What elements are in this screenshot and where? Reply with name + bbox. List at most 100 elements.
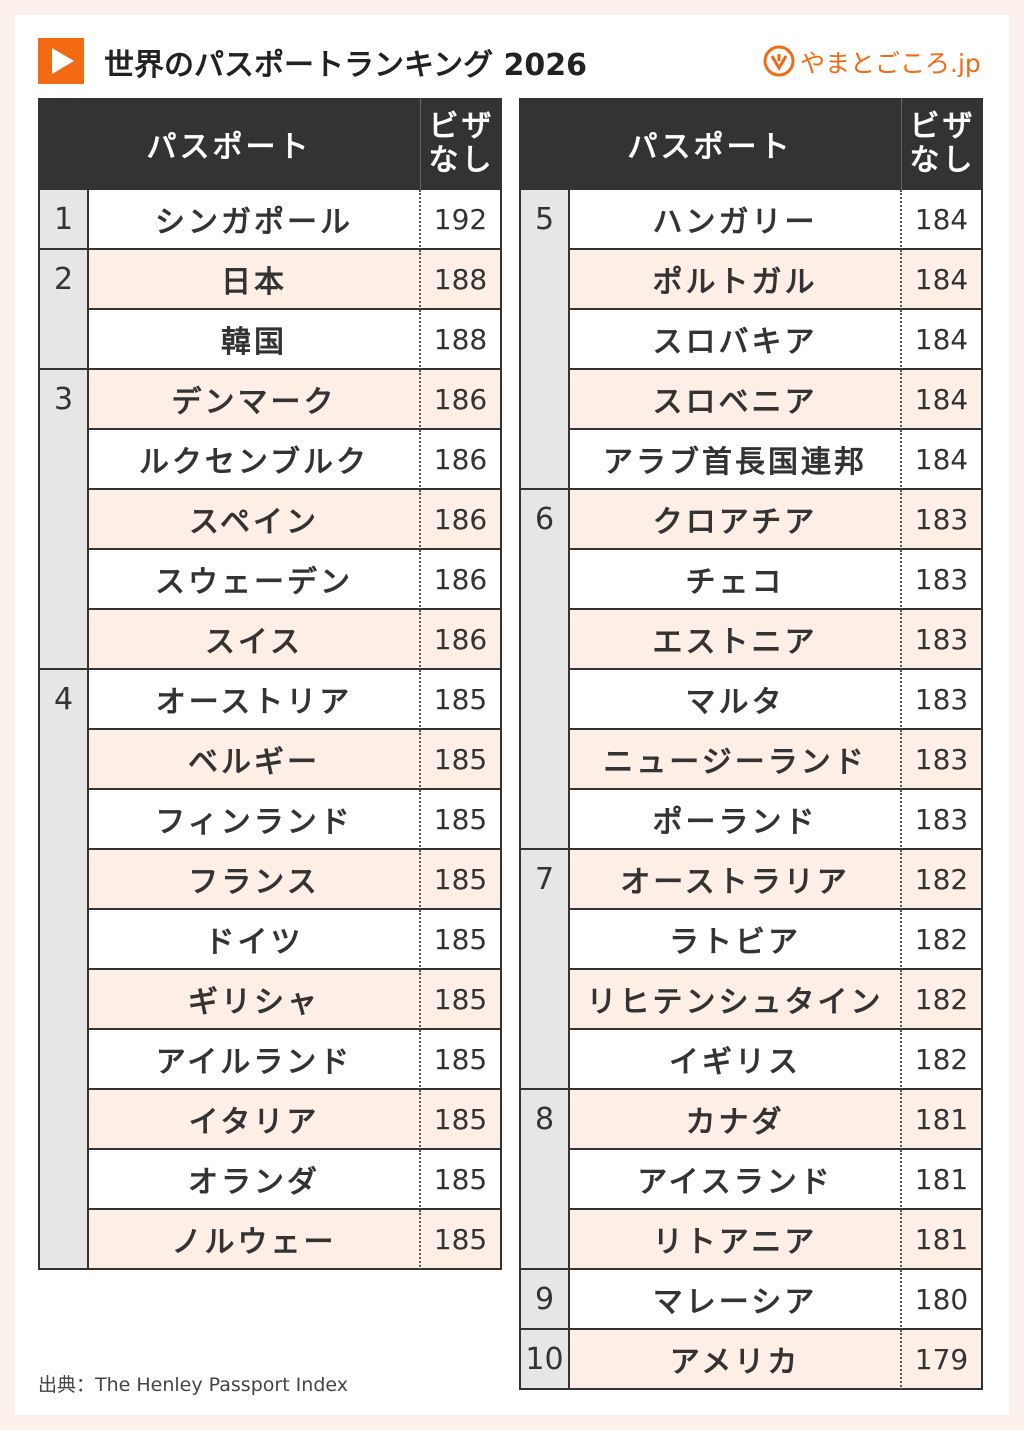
visa-free-count: 183 (902, 550, 983, 610)
country-name: マルタ (570, 670, 902, 730)
country-name: ドイツ (89, 910, 421, 970)
visa-free-count: 182 (902, 1030, 983, 1090)
logo-text: やまとごころ.jp (800, 49, 981, 78)
country-name: イタリア (89, 1090, 421, 1150)
header-visa-line: ビザ (428, 109, 495, 144)
country-name: ポーランド (570, 790, 902, 850)
rank: 6 (519, 490, 570, 850)
country-name: フランス (89, 850, 421, 910)
visa-free-count: 185 (421, 1030, 502, 1090)
country-name: エストニア (570, 610, 902, 670)
country-name: ハンガリー (570, 190, 902, 250)
visa-free-count: 185 (421, 910, 502, 970)
visa-free-count: 184 (902, 250, 983, 310)
visa-free-count: 186 (421, 550, 502, 610)
country-name: スロベニア (570, 370, 902, 430)
country-name: マレーシア (570, 1270, 902, 1330)
country-name: ルクセンブルク (89, 430, 421, 490)
visa-free-count: 182 (902, 850, 983, 910)
header-visa-line: なし (909, 143, 976, 178)
play-icon (52, 48, 74, 74)
visa-free-count: 185 (421, 1150, 502, 1210)
visa-free-count: 183 (902, 730, 983, 790)
visa-free-count: 185 (421, 970, 502, 1030)
visa-free-count: 181 (902, 1090, 983, 1150)
visa-free-count: 184 (902, 430, 983, 490)
rank: 2 (38, 250, 89, 370)
visa-free-count: 184 (902, 310, 983, 370)
country-name: スロバキア (570, 310, 902, 370)
visa-free-count: 182 (902, 910, 983, 970)
visa-free-count: 183 (902, 490, 983, 550)
country-name: ベルギー (89, 730, 421, 790)
header-visa-line: ビザ (909, 109, 976, 144)
country-name: フィンランド (89, 790, 421, 850)
visa-free-count: 183 (902, 610, 983, 670)
header-visa-line: なし (428, 143, 495, 178)
header-visa: ビザ なし (421, 98, 502, 190)
visa-free-count: 184 (902, 370, 983, 430)
country-name: アイルランド (89, 1030, 421, 1090)
country-name: 韓国 (89, 310, 421, 370)
visa-free-count: 184 (902, 190, 983, 250)
country-name: クロアチア (570, 490, 902, 550)
title-icon (38, 38, 84, 84)
rank: 3 (38, 370, 89, 670)
visa-free-count: 186 (421, 490, 502, 550)
rank: 1 (38, 190, 89, 250)
country-name: アイスランド (570, 1150, 902, 1210)
visa-free-count: 185 (421, 1090, 502, 1150)
visa-free-count: 185 (421, 850, 502, 910)
country-name: ポルトガル (570, 250, 902, 310)
visa-free-count: 182 (902, 970, 983, 1030)
header-passport: パスポート (38, 98, 421, 190)
country-name: スペイン (89, 490, 421, 550)
country-name: オーストリア (89, 670, 421, 730)
country-name: スイス (89, 610, 421, 670)
visa-free-count: 181 (902, 1150, 983, 1210)
visa-free-count: 183 (902, 790, 983, 850)
rank: 4 (38, 670, 89, 1270)
visa-free-count: 185 (421, 790, 502, 850)
country-name: イギリス (570, 1030, 902, 1090)
country-name: オーストラリア (570, 850, 902, 910)
country-name: アメリカ (570, 1330, 902, 1390)
country-name: チェコ (570, 550, 902, 610)
country-name: リヒテンシュタイン (570, 970, 902, 1030)
header-passport: パスポート (519, 98, 902, 190)
visa-free-count: 180 (902, 1270, 983, 1330)
country-name: アラブ首長国連邦 (570, 430, 902, 490)
country-name: ラトビア (570, 910, 902, 970)
country-name: スウェーデン (89, 550, 421, 610)
country-name: ギリシャ (89, 970, 421, 1030)
country-name: 日本 (89, 250, 421, 310)
header-visa: ビザ なし (902, 98, 983, 190)
visa-free-count: 179 (902, 1330, 983, 1390)
source: 出典：The Henley Passport Index (38, 1374, 348, 1396)
visa-free-count: 186 (421, 370, 502, 430)
visa-free-count: 188 (421, 250, 502, 310)
visa-free-count: 185 (421, 730, 502, 790)
country-name: ノルウェー (89, 1210, 421, 1270)
rank: 10 (519, 1330, 570, 1390)
country-name: オランダ (89, 1150, 421, 1210)
rank: 5 (519, 190, 570, 490)
rank: 9 (519, 1270, 570, 1330)
visa-free-count: 186 (421, 610, 502, 670)
visa-free-count: 185 (421, 670, 502, 730)
visa-free-count: 185 (421, 1210, 502, 1270)
visa-free-count: 186 (421, 430, 502, 490)
country-name: デンマーク (89, 370, 421, 430)
title: 世界のパスポートランキング 2026 (104, 48, 588, 83)
rank: 7 (519, 850, 570, 1090)
country-name: シンガポール (89, 190, 421, 250)
visa-free-count: 183 (902, 670, 983, 730)
country-name: リトアニア (570, 1210, 902, 1270)
rank: 8 (519, 1090, 570, 1270)
country-name: カナダ (570, 1090, 902, 1150)
visa-free-count: 188 (421, 310, 502, 370)
logo-icon (762, 44, 796, 78)
country-name: ニュージーランド (570, 730, 902, 790)
visa-free-count: 181 (902, 1210, 983, 1270)
